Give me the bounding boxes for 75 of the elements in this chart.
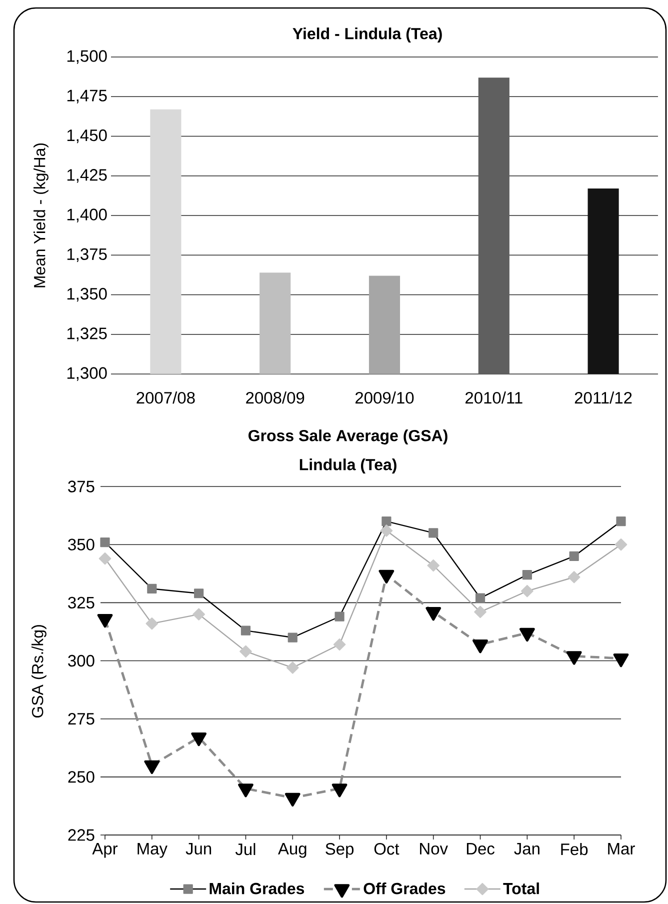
point <box>569 551 579 562</box>
legend-label: Total <box>503 882 539 894</box>
point <box>284 792 300 807</box>
x-tick-label: 2011/12 <box>574 392 632 404</box>
point <box>288 632 298 642</box>
point <box>146 617 158 630</box>
point <box>472 640 488 654</box>
y-tick-label: 1,300 <box>67 367 107 381</box>
y-tick-label: 250 <box>68 771 94 783</box>
point <box>616 516 626 526</box>
x-tick-label: Jan <box>514 843 540 855</box>
y-tick-label: 1,425 <box>67 169 107 183</box>
chart-subtitle: Lindula (Tea) <box>300 458 396 474</box>
y-tick-label: 375 <box>68 480 94 492</box>
x-tick-label: Feb <box>561 843 588 856</box>
x-tick-label: 2007/08 <box>136 392 195 404</box>
legend-label: Off Grades <box>364 882 446 894</box>
point <box>240 626 251 636</box>
x-tick-label: 2010/11 <box>466 392 522 404</box>
point <box>334 612 344 622</box>
point <box>614 538 628 551</box>
x-tick-label: Mar <box>608 843 635 855</box>
point <box>380 524 393 537</box>
point <box>97 614 113 628</box>
x-tick-label: Apr <box>92 843 118 858</box>
point <box>613 653 629 668</box>
x-tick-label: 2008/09 <box>246 392 304 404</box>
point <box>333 638 346 651</box>
y-axis-title: Mean Yield - (kg/Ha) <box>34 143 48 288</box>
point <box>194 588 204 598</box>
point <box>192 608 205 620</box>
chart-title: Gross Sale Average (GSA) <box>248 430 448 444</box>
point <box>191 732 207 746</box>
point <box>521 584 534 598</box>
y-tick-label: 1,350 <box>67 288 107 302</box>
point <box>100 537 110 548</box>
x-tick-label: May <box>138 843 168 858</box>
y-tick-label: 275 <box>68 712 94 725</box>
y-tick-label: 300 <box>68 654 94 667</box>
x-tick-label: Dec <box>466 843 494 855</box>
point <box>522 570 532 580</box>
chart-title: Yield - Lindula (Tea) <box>292 28 442 42</box>
x-tick-label: Nov <box>420 843 448 855</box>
y-tick-label: 225 <box>68 829 94 841</box>
point <box>566 651 582 665</box>
x-tick-label: Oct <box>374 843 400 855</box>
point <box>147 584 157 594</box>
y-tick-label: 1,500 <box>67 50 107 64</box>
point <box>568 571 580 584</box>
x-tick-label: Jul <box>235 843 256 856</box>
y-tick-label: 1,400 <box>67 208 107 222</box>
x-tick-label: 2009/10 <box>356 392 414 404</box>
point <box>240 645 252 658</box>
point <box>427 559 440 572</box>
point <box>286 662 299 674</box>
y-tick-label: 350 <box>68 538 94 550</box>
point <box>474 606 486 618</box>
y-tick-label: 1,375 <box>67 248 107 262</box>
point <box>475 593 486 603</box>
x-tick-label: Aug <box>278 843 306 858</box>
point <box>382 516 392 526</box>
y-axis-title: GSA (Rs./kg) <box>31 625 46 718</box>
x-tick-label: Jun <box>186 843 212 855</box>
point <box>332 784 348 798</box>
y-tick-label: 1,325 <box>67 328 107 342</box>
y-tick-label: 1,475 <box>67 90 107 104</box>
legend-label: Main Grades <box>210 882 304 894</box>
point <box>98 552 112 565</box>
point <box>428 528 438 538</box>
y-tick-label: 1,450 <box>67 129 107 144</box>
point <box>519 628 535 642</box>
point <box>144 760 160 774</box>
x-tick-label: Sep <box>326 843 354 858</box>
y-tick-label: 325 <box>68 596 94 609</box>
point <box>238 784 254 798</box>
